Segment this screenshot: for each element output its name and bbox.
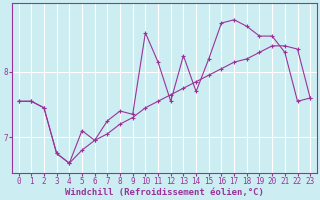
X-axis label: Windchill (Refroidissement éolien,°C): Windchill (Refroidissement éolien,°C) — [65, 188, 264, 197]
